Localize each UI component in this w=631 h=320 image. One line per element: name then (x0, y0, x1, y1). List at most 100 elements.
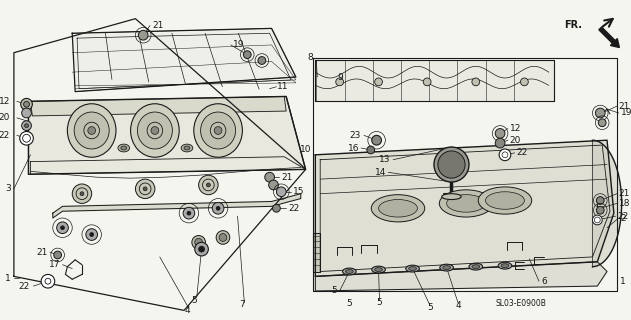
Ellipse shape (138, 112, 172, 149)
Ellipse shape (74, 112, 109, 149)
Ellipse shape (184, 146, 190, 150)
Circle shape (54, 251, 62, 259)
Text: 22: 22 (288, 204, 299, 213)
Circle shape (20, 132, 33, 145)
Circle shape (21, 121, 32, 131)
Text: 4: 4 (456, 301, 461, 310)
Circle shape (593, 215, 602, 225)
Text: 9: 9 (338, 73, 343, 82)
Text: 16: 16 (348, 143, 359, 153)
Circle shape (195, 238, 203, 246)
Text: 21: 21 (281, 173, 293, 182)
Polygon shape (314, 233, 320, 271)
Ellipse shape (372, 266, 386, 273)
Ellipse shape (406, 265, 420, 272)
Circle shape (596, 108, 605, 118)
Circle shape (80, 192, 84, 196)
Text: 23: 23 (350, 131, 361, 140)
Circle shape (521, 78, 528, 86)
Circle shape (336, 78, 343, 86)
Ellipse shape (201, 112, 235, 149)
Text: 12: 12 (0, 97, 10, 106)
Ellipse shape (181, 144, 193, 152)
Circle shape (21, 108, 32, 118)
Circle shape (143, 187, 147, 191)
Polygon shape (53, 194, 301, 218)
Text: 22: 22 (517, 148, 528, 157)
Ellipse shape (346, 269, 353, 274)
Text: 5: 5 (191, 296, 197, 305)
Text: 2: 2 (621, 213, 627, 222)
Text: 3: 3 (5, 184, 11, 193)
Circle shape (212, 203, 224, 214)
Circle shape (216, 206, 220, 210)
Text: 20: 20 (0, 113, 10, 122)
Circle shape (138, 30, 148, 40)
Circle shape (72, 184, 91, 204)
Text: 18: 18 (619, 199, 630, 208)
Ellipse shape (485, 192, 524, 209)
Polygon shape (316, 60, 553, 101)
Circle shape (367, 146, 375, 154)
Text: 5: 5 (331, 286, 337, 295)
Circle shape (57, 222, 68, 234)
Polygon shape (316, 140, 614, 276)
Circle shape (495, 138, 505, 148)
Circle shape (472, 78, 480, 86)
Text: 11: 11 (278, 82, 289, 91)
Ellipse shape (343, 268, 356, 275)
Ellipse shape (131, 104, 179, 157)
Text: 21: 21 (152, 21, 163, 30)
Circle shape (219, 234, 227, 241)
Polygon shape (593, 140, 622, 267)
Circle shape (423, 78, 431, 86)
Ellipse shape (442, 194, 461, 200)
Ellipse shape (151, 127, 159, 134)
Circle shape (269, 180, 278, 190)
Text: 7: 7 (240, 300, 245, 309)
Text: 21: 21 (619, 189, 630, 198)
Circle shape (21, 99, 32, 110)
Circle shape (25, 124, 28, 128)
Text: 12: 12 (510, 124, 521, 133)
Text: 14: 14 (375, 168, 386, 177)
Ellipse shape (375, 268, 382, 271)
Ellipse shape (88, 127, 95, 134)
Circle shape (199, 175, 218, 195)
Circle shape (90, 233, 93, 236)
Ellipse shape (214, 127, 222, 134)
Circle shape (41, 275, 55, 288)
Circle shape (86, 229, 98, 240)
Ellipse shape (68, 104, 116, 157)
Circle shape (276, 187, 286, 196)
Circle shape (499, 149, 510, 161)
Ellipse shape (121, 146, 127, 150)
Text: 4: 4 (184, 306, 190, 315)
Ellipse shape (439, 190, 493, 217)
Circle shape (596, 196, 604, 204)
Ellipse shape (472, 265, 480, 268)
Circle shape (495, 129, 505, 138)
Ellipse shape (498, 262, 512, 269)
Text: 5: 5 (427, 303, 433, 312)
Ellipse shape (469, 263, 483, 270)
Circle shape (598, 119, 606, 127)
Text: 22: 22 (18, 282, 30, 291)
Circle shape (192, 236, 206, 249)
Circle shape (61, 226, 64, 230)
Ellipse shape (447, 195, 485, 212)
Circle shape (596, 206, 604, 214)
Text: 1: 1 (5, 274, 11, 283)
Text: 19: 19 (621, 108, 631, 117)
Ellipse shape (118, 144, 129, 152)
Circle shape (216, 231, 230, 244)
Text: 21: 21 (37, 248, 48, 257)
Polygon shape (28, 96, 305, 174)
Text: 1: 1 (620, 277, 625, 286)
FancyArrow shape (599, 27, 620, 47)
Text: FR.: FR. (563, 20, 582, 30)
Circle shape (244, 51, 251, 59)
Text: 13: 13 (379, 155, 390, 164)
Circle shape (375, 78, 382, 86)
Text: 19: 19 (233, 40, 244, 49)
